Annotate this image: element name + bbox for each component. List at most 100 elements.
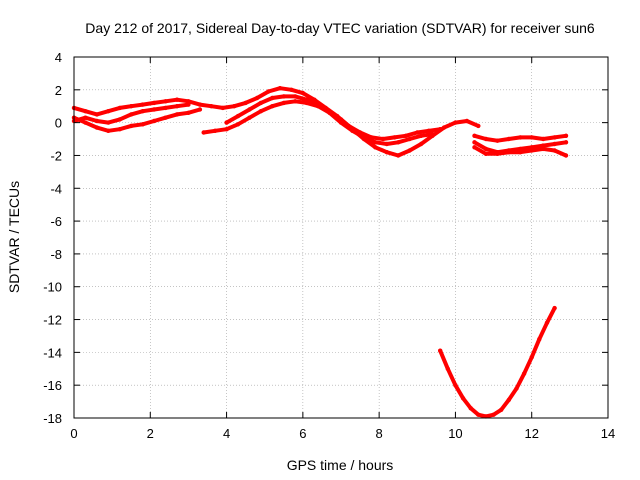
data-point xyxy=(270,95,275,101)
data-point xyxy=(518,135,523,140)
data-point xyxy=(140,109,145,114)
data-point xyxy=(499,407,504,412)
data-point xyxy=(327,110,332,116)
data-point xyxy=(384,150,389,155)
data-point xyxy=(281,94,286,99)
data-point xyxy=(94,118,100,124)
data-point xyxy=(537,337,542,342)
data-point xyxy=(453,120,458,125)
data-point xyxy=(541,136,546,142)
x-tick-label: 4 xyxy=(223,426,230,441)
data-point xyxy=(403,133,408,138)
data-point xyxy=(438,348,443,353)
data-point xyxy=(300,90,306,96)
data-point xyxy=(258,109,264,114)
data-point xyxy=(83,109,88,114)
data-point xyxy=(186,99,191,104)
data-point xyxy=(529,355,534,360)
y-tick-label: -4 xyxy=(50,181,62,196)
data-point xyxy=(163,105,168,111)
x-axis-label: GPS time / hours xyxy=(287,457,394,473)
data-point xyxy=(197,107,203,112)
data-point xyxy=(518,146,523,152)
y-tick-label: -18 xyxy=(43,411,62,426)
data-point xyxy=(235,113,241,119)
data-point xyxy=(476,412,481,417)
data-point xyxy=(220,105,225,111)
data-point xyxy=(514,386,519,391)
data-point xyxy=(289,87,294,93)
y-tick-label: -10 xyxy=(43,280,62,295)
data-point xyxy=(491,412,496,417)
y-tick-label: -2 xyxy=(50,148,62,163)
data-point xyxy=(212,128,218,133)
data-point xyxy=(140,122,145,127)
data-point xyxy=(83,120,88,125)
data-point xyxy=(258,100,264,106)
data-point xyxy=(518,150,523,155)
data-point xyxy=(293,94,298,99)
data-point xyxy=(201,130,206,135)
data-point xyxy=(129,104,134,109)
data-point xyxy=(373,140,378,145)
data-point xyxy=(361,135,367,140)
data-point xyxy=(117,127,123,132)
data-point xyxy=(483,414,489,419)
data-point xyxy=(552,305,557,311)
y-tick-label: -8 xyxy=(50,247,62,262)
data-point xyxy=(529,135,534,140)
data-point xyxy=(483,151,489,156)
data-point xyxy=(174,104,180,109)
data-point xyxy=(117,117,123,122)
data-point xyxy=(541,146,546,152)
data-point xyxy=(315,102,321,107)
y-tick-label: 4 xyxy=(55,50,62,65)
data-point xyxy=(476,123,481,129)
data-point xyxy=(174,97,180,102)
data-point xyxy=(483,136,489,142)
data-point xyxy=(270,104,275,109)
data-point xyxy=(338,120,344,125)
data-point xyxy=(186,102,191,107)
data-point xyxy=(396,153,401,158)
x-tick-label: 2 xyxy=(147,426,154,441)
data-point xyxy=(209,104,214,109)
x-tick-label: 6 xyxy=(299,426,306,441)
data-point xyxy=(163,115,168,120)
data-point xyxy=(472,145,477,150)
data-point xyxy=(224,120,229,125)
data-point xyxy=(468,406,473,411)
data-point xyxy=(380,136,386,142)
data-point xyxy=(396,140,401,145)
data-point xyxy=(186,110,191,116)
data-point xyxy=(243,100,248,106)
data-point xyxy=(232,104,237,109)
data-point xyxy=(163,99,168,104)
data-point xyxy=(506,397,511,403)
data-point xyxy=(117,105,123,111)
data-point xyxy=(472,133,477,138)
data-point xyxy=(266,89,271,94)
x-tick-label: 10 xyxy=(448,426,462,441)
data-point xyxy=(174,112,180,117)
data-point xyxy=(544,320,550,325)
y-tick-label: -12 xyxy=(43,313,62,328)
chart-title: Day 212 of 2017, Sidereal Day-to-day VTE… xyxy=(85,20,595,36)
data-point xyxy=(247,115,252,120)
data-point xyxy=(277,86,283,91)
data-point xyxy=(94,112,100,117)
data-point xyxy=(552,135,557,140)
y-tick-label: -6 xyxy=(50,214,62,229)
data-point xyxy=(106,109,111,114)
data-point xyxy=(495,138,500,143)
data-point xyxy=(281,100,286,106)
data-point xyxy=(541,143,546,148)
data-point xyxy=(495,151,500,156)
x-tick-label: 0 xyxy=(70,426,77,441)
data-point xyxy=(506,150,511,155)
data-point xyxy=(426,128,431,133)
plot-frame xyxy=(73,56,609,419)
data-point xyxy=(418,133,424,138)
